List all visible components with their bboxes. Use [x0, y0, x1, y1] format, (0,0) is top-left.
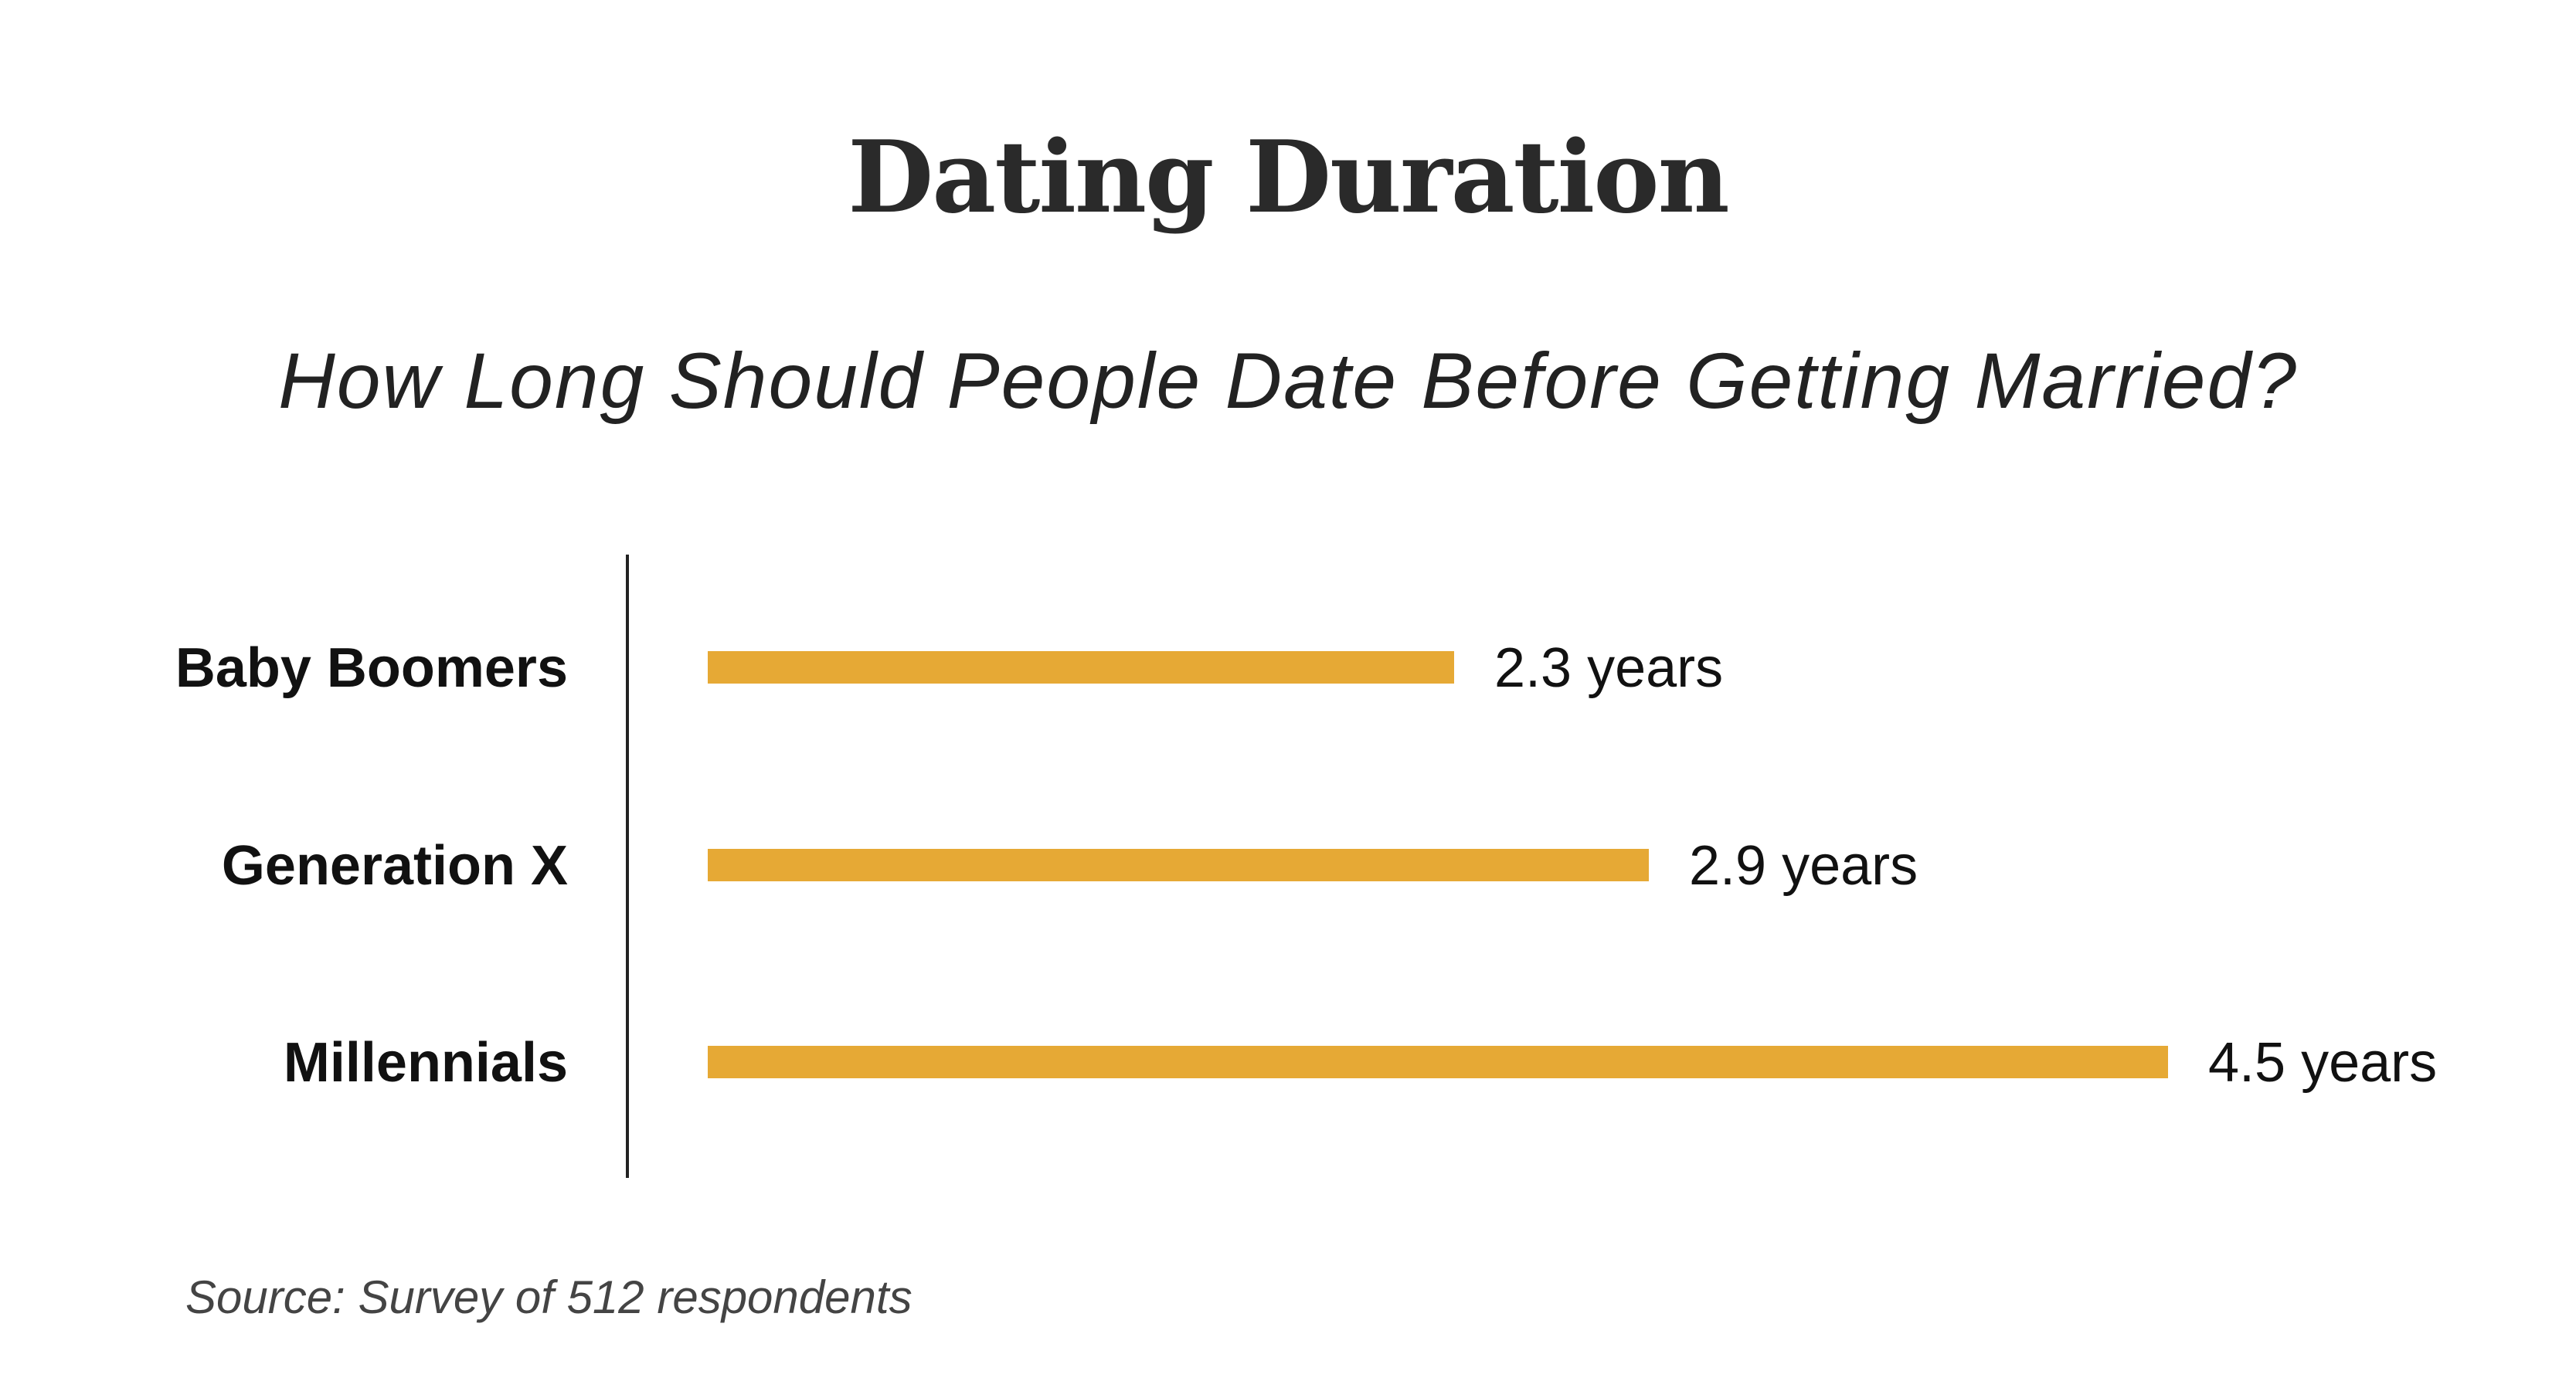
category-label: Generation X	[222, 835, 568, 897]
category-label: Baby Boomers	[175, 637, 568, 699]
category-label: Millennials	[284, 1032, 568, 1094]
bar-value-label: 4.5 years	[2208, 1032, 2437, 1094]
chart-title: Dating Duration	[848, 120, 1729, 236]
bar	[708, 651, 1454, 684]
bar-value-label: 2.9 years	[1689, 835, 1918, 897]
bar-value-label: 2.3 years	[1494, 637, 1723, 699]
chart-source-note: Source: Survey of 512 respondents	[185, 1271, 912, 1323]
chart-subtitle: How Long Should People Date Before Getti…	[278, 337, 2298, 425]
bar	[708, 1046, 2168, 1078]
chart-plot-area: Baby Boomers 2.3 years Generation X 2.9 yea…	[175, 555, 2437, 1178]
bar	[708, 849, 1649, 881]
